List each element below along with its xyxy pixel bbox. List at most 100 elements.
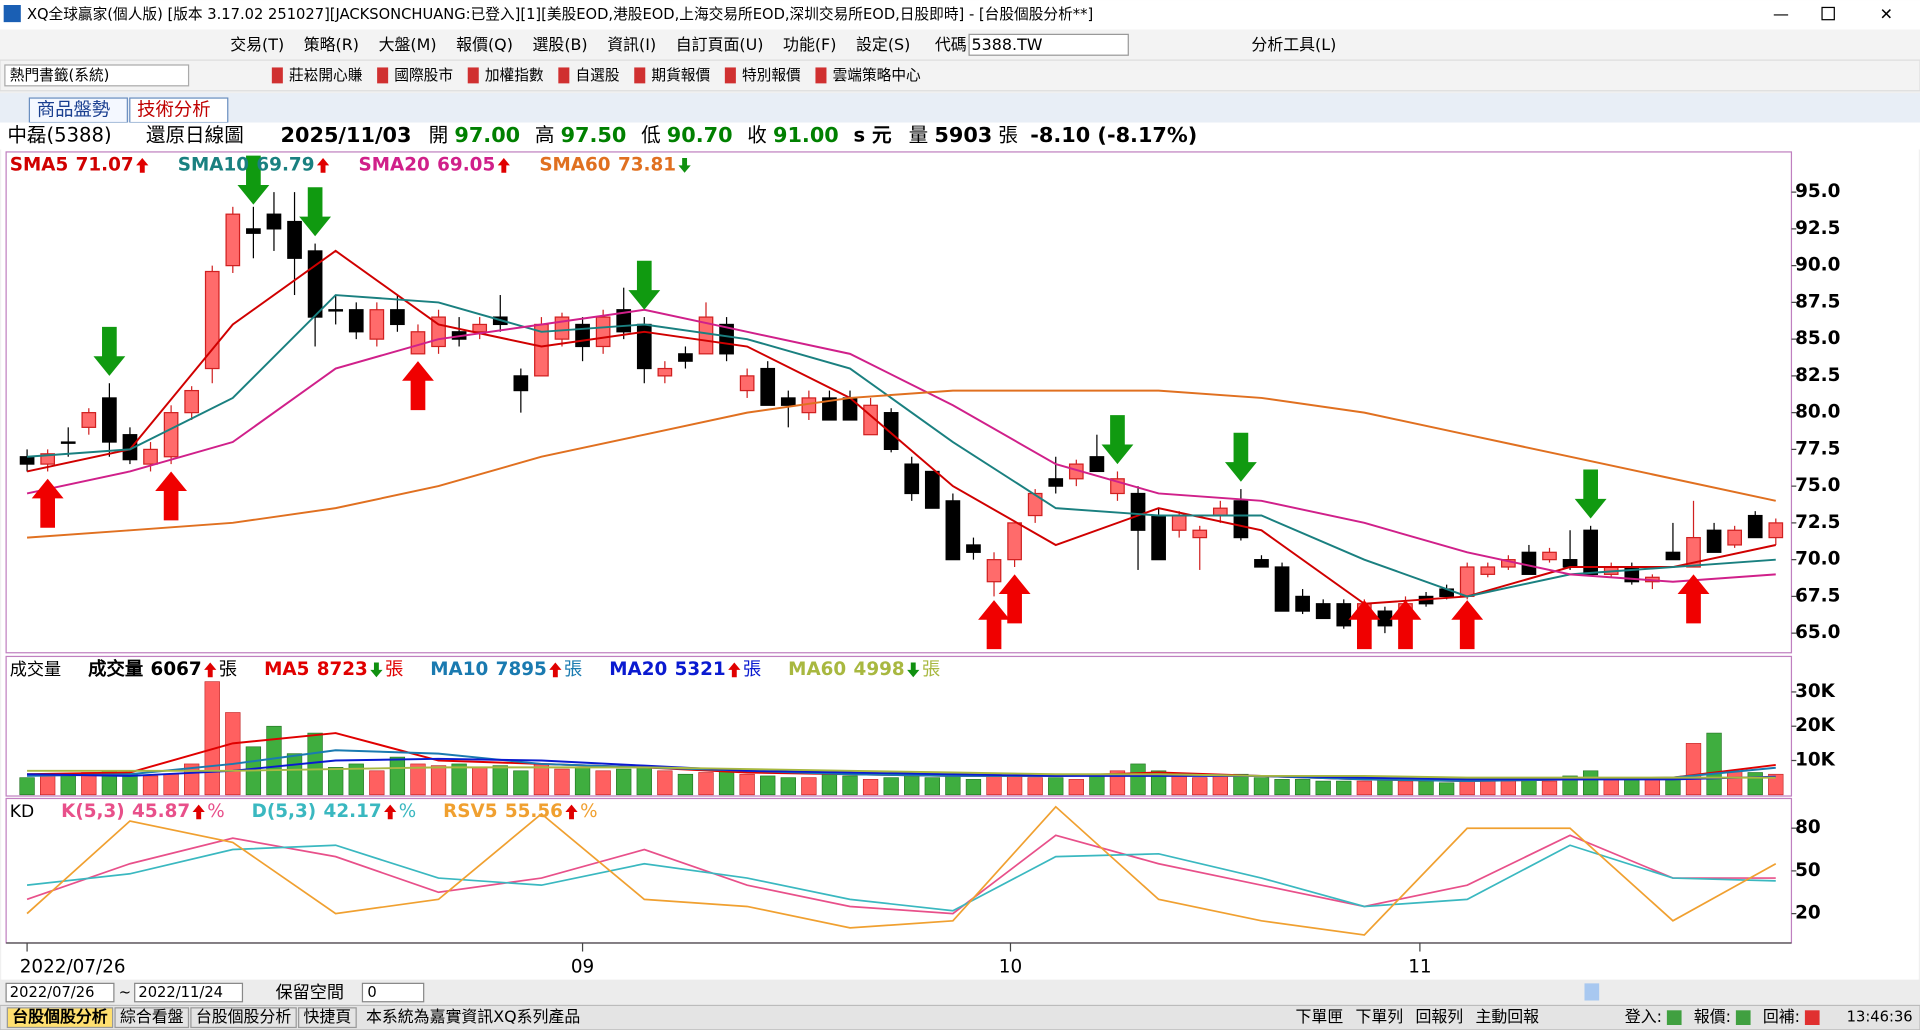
analysis-tools[interactable]: 分析工具(L)	[1251, 35, 1336, 54]
maximize-button[interactable]	[1821, 6, 1835, 21]
kd-panel	[5, 797, 1793, 944]
status-button[interactable]: 下單列	[1355, 1007, 1403, 1026]
field-label: 收	[747, 124, 767, 147]
menu-item[interactable]: 自訂頁面(U)	[676, 35, 764, 54]
volume-bar	[1356, 780, 1372, 796]
candle-body	[1171, 514, 1187, 531]
legend-name: RSV5	[443, 801, 497, 822]
tab-active[interactable]	[129, 97, 229, 124]
date-to[interactable]	[134, 982, 244, 1003]
volume-bar	[842, 775, 858, 796]
candle-body	[184, 389, 200, 414]
bookmark-selector-text: 熱門書籤(系統)	[10, 67, 110, 84]
volume-bar	[1562, 775, 1578, 796]
minimize-button[interactable]: —	[1773, 4, 1789, 23]
bookmark[interactable]: 自選股	[575, 67, 619, 84]
sell-signal	[1574, 469, 1607, 519]
date-from-text: 2022/07/26	[10, 984, 95, 1001]
volume-value: 5903	[934, 123, 992, 147]
volume-bar	[348, 763, 364, 796]
indicator-line	[26, 249, 1776, 605]
status-tab[interactable]: 快捷頁	[304, 1007, 352, 1026]
legend-value: 69.05	[437, 154, 495, 175]
sell-signal	[1224, 432, 1257, 482]
menu-item[interactable]: 策略(R)	[304, 35, 359, 54]
legend-unit: %	[580, 801, 597, 822]
code-input[interactable]	[968, 33, 1129, 56]
bookmark[interactable]: 國際股市	[394, 67, 453, 84]
volume-bar	[286, 753, 303, 796]
menu-item[interactable]: 大盤(M)	[379, 35, 437, 54]
candle-body	[595, 316, 611, 348]
sell-signal	[299, 187, 332, 237]
status-button[interactable]: 下單匣	[1296, 1007, 1344, 1026]
candle-body	[760, 367, 776, 406]
title-bar	[0, 0, 1920, 30]
menu-item[interactable]: 功能(F)	[783, 35, 836, 54]
menu-item[interactable]: 設定(S)	[856, 35, 910, 54]
candle-body	[1151, 514, 1166, 561]
menu-item[interactable]: 報價(Q)	[456, 35, 513, 54]
status-tab[interactable]: 台股個股分析	[12, 1007, 108, 1026]
volume-bar	[1438, 782, 1455, 796]
status-tab[interactable]: 綜合看盤	[120, 1007, 184, 1026]
candle-body	[1130, 492, 1146, 531]
legend-value: 42.17	[324, 801, 382, 822]
indicator-line	[26, 389, 1776, 539]
volume-bar	[1130, 763, 1146, 796]
menu-bar	[0, 29, 1920, 61]
candle-body	[1048, 478, 1064, 487]
reserve-input[interactable]	[361, 982, 425, 1003]
trend-up	[728, 662, 741, 678]
candle-body	[698, 316, 714, 355]
volume-bar	[574, 767, 591, 796]
y-tick-label: 10K	[1795, 750, 1836, 771]
volume-bar	[1747, 772, 1763, 796]
menu-item[interactable]: 資訊(I)	[607, 35, 656, 54]
bookmark[interactable]: 特別報價	[742, 67, 801, 84]
volume-bar	[1274, 779, 1290, 796]
candle-body	[1542, 551, 1557, 561]
volume-bar	[1582, 770, 1599, 796]
bookmark[interactable]: 加權指數	[485, 67, 544, 84]
bookmark[interactable]: 期貨報價	[651, 67, 710, 84]
bookmark[interactable]: 莊崧開心賺	[289, 67, 363, 84]
candle-body	[81, 412, 97, 428]
candle-body	[1254, 559, 1269, 568]
chart-mode: 還原日線圖	[146, 124, 244, 147]
bookmark-icon	[724, 67, 736, 84]
y-tick-label: 80	[1795, 817, 1821, 838]
volume-bar	[472, 767, 488, 796]
candle-body	[369, 309, 385, 340]
indicator-line	[27, 766, 1776, 779]
candle-body	[246, 228, 261, 234]
legend-value: 8723	[317, 659, 368, 680]
candle-body	[678, 353, 693, 362]
bookmark-selector[interactable]	[4, 64, 190, 87]
y-tick-label: 50	[1795, 860, 1821, 881]
trend-down	[678, 158, 691, 173]
candle-body	[390, 309, 405, 326]
status-button[interactable]: 回報列	[1415, 1007, 1463, 1026]
bookmark[interactable]: 雲端策略中心	[833, 67, 921, 84]
volume-bar	[904, 773, 920, 796]
window-title: XQ全球贏家(個人版) [版本 3.17.02 251027][JACKSONC…	[27, 5, 1093, 23]
status-indicator: 回補:	[1763, 1007, 1800, 1026]
trend-up	[204, 662, 217, 678]
status-button[interactable]: 主動回報	[1475, 1007, 1539, 1026]
close-button[interactable]: ✕	[1880, 4, 1893, 23]
buy-signal	[998, 574, 1031, 624]
trend-down	[907, 662, 920, 678]
volume-bar	[40, 773, 56, 796]
indicator-line	[26, 834, 1776, 915]
legend-name: MA5	[264, 659, 309, 680]
scroll-thumb[interactable]	[1584, 983, 1600, 1001]
volume-bar	[513, 770, 529, 796]
status-tab[interactable]: 台股個股分析	[196, 1007, 292, 1026]
menu-item[interactable]: 交易(T)	[230, 35, 284, 54]
menu-item[interactable]: 選股(B)	[533, 35, 588, 54]
reserve-value: 0	[367, 984, 376, 1001]
date-from[interactable]	[5, 982, 115, 1003]
code-label: 代碼	[935, 35, 967, 54]
sell-signal	[628, 260, 661, 310]
